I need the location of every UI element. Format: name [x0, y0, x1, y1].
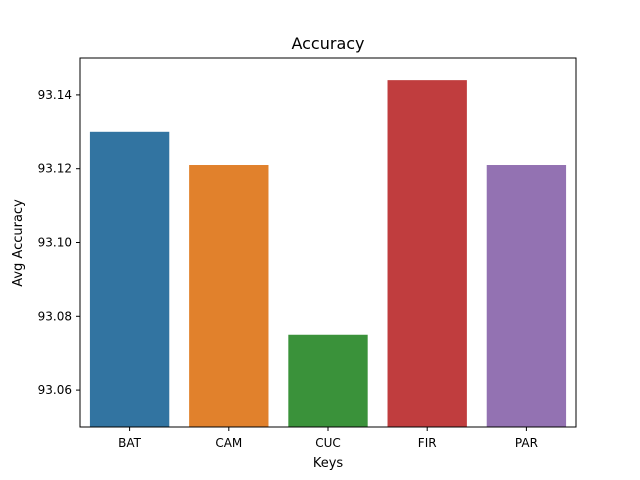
y-tick-label: 93.12 [38, 162, 72, 176]
bars-group [89, 80, 567, 428]
bar-bat [89, 131, 170, 428]
x-tick-label: CUC [315, 436, 341, 450]
x-axis: BAT CAM CUC FIR PAR [118, 427, 538, 450]
x-tick-label: PAR [515, 436, 538, 450]
bar-fir [387, 80, 467, 427]
x-tick-label: FIR [418, 436, 437, 450]
y-tick-label: 93.06 [38, 383, 72, 397]
x-tick-label: CAM [215, 436, 242, 450]
bar-par [486, 165, 567, 427]
x-axis-label: Keys [313, 456, 344, 471]
y-axis-label: Avg Accuracy [11, 199, 26, 287]
y-tick-label: 93.08 [38, 309, 72, 323]
bar-cuc [288, 334, 368, 427]
y-tick-label: 93.14 [38, 88, 72, 102]
x-tick-label: BAT [118, 436, 142, 450]
y-axis: 93.06 93.08 93.10 93.12 93.14 [38, 88, 80, 397]
bar-cam [189, 165, 269, 427]
y-tick-label: 93.10 [38, 236, 72, 250]
chart-title: Accuracy [291, 34, 364, 53]
